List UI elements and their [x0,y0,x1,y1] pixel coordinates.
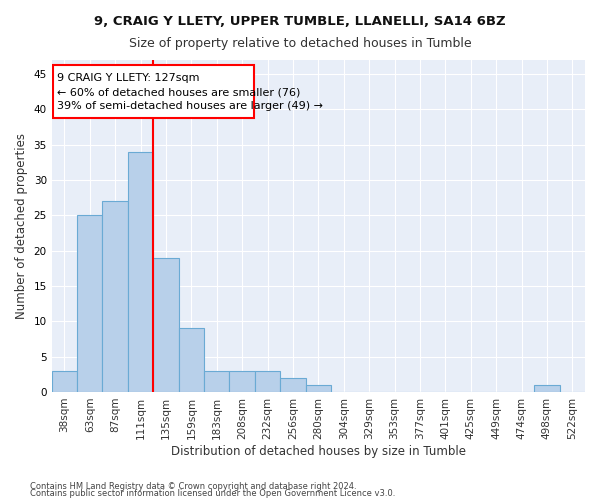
X-axis label: Distribution of detached houses by size in Tumble: Distribution of detached houses by size … [171,444,466,458]
Bar [179,328,204,392]
Bar [52,371,77,392]
Bar [305,385,331,392]
Bar [103,202,128,392]
Bar [534,385,560,392]
Text: 9, CRAIG Y LLETY, UPPER TUMBLE, LLANELLI, SA14 6BZ: 9, CRAIG Y LLETY, UPPER TUMBLE, LLANELLI… [94,15,506,28]
Text: 9 CRAIG Y LLETY: 127sqm: 9 CRAIG Y LLETY: 127sqm [57,73,199,83]
Text: ← 60% of detached houses are smaller (76): ← 60% of detached houses are smaller (76… [57,88,300,98]
Bar [77,216,103,392]
Text: Contains HM Land Registry data © Crown copyright and database right 2024.: Contains HM Land Registry data © Crown c… [30,482,356,491]
Bar [128,152,153,392]
Text: 39% of semi-detached houses are larger (49) →: 39% of semi-detached houses are larger (… [57,102,323,112]
Text: Contains public sector information licensed under the Open Government Licence v3: Contains public sector information licen… [30,489,395,498]
Y-axis label: Number of detached properties: Number of detached properties [15,133,28,319]
Bar [153,258,179,392]
Text: Size of property relative to detached houses in Tumble: Size of property relative to detached ho… [128,38,472,51]
FancyBboxPatch shape [53,65,254,118]
Bar [229,371,255,392]
Bar [204,371,229,392]
Bar [255,371,280,392]
Bar [280,378,305,392]
